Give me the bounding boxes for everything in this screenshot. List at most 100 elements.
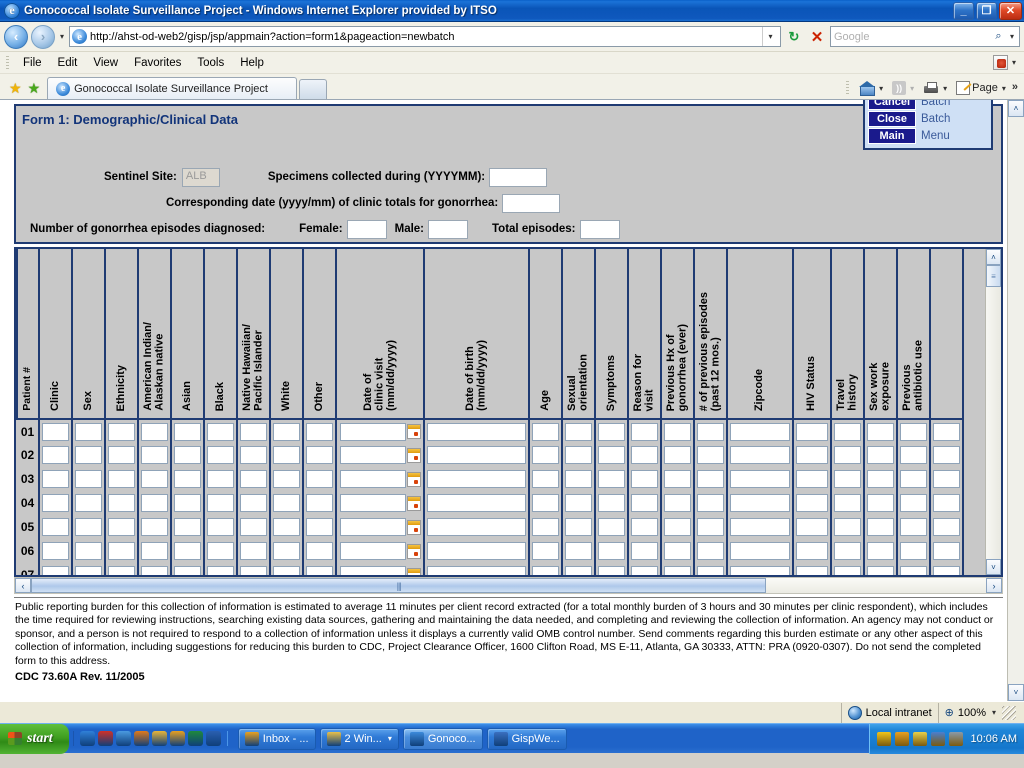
input-previous-hx-of-gonorrhea-ever-row-04[interactable] <box>664 494 691 512</box>
grid-vertical-scroll-thumb[interactable]: ≡ <box>986 265 1001 287</box>
input-asian-row-04[interactable] <box>174 494 201 512</box>
input-travel-history-row-06[interactable] <box>834 542 861 560</box>
security-zone-pane[interactable]: Local intranet <box>840 702 938 723</box>
input-other-row-07[interactable] <box>306 566 333 575</box>
input-white-row-01[interactable] <box>273 422 300 441</box>
input-ethnicity-row-03[interactable] <box>108 470 135 488</box>
input-other-row-03[interactable] <box>306 470 333 488</box>
input-hiv-status-row-03[interactable] <box>796 470 828 488</box>
add-to-favorites-icon[interactable]: ★ <box>27 80 41 96</box>
input-sex-row-01[interactable] <box>75 422 102 441</box>
input-sex-work-exposure-row-01[interactable] <box>867 422 894 441</box>
input-zipcode-row-06[interactable] <box>730 542 790 560</box>
input-hiv-status-row-06[interactable] <box>796 542 828 560</box>
input-extra-column-row-06[interactable] <box>933 542 960 560</box>
input-clinic-row-01[interactable] <box>42 422 69 441</box>
command-overflow-icon[interactable]: » <box>1011 81 1018 93</box>
menu-favorites[interactable]: Favorites <box>134 56 182 69</box>
menu-edit[interactable]: Edit <box>57 56 78 69</box>
taskbar-button-3[interactable]: GispWe... <box>486 727 567 750</box>
input-clinic-row-03[interactable] <box>42 470 69 488</box>
input-other-row-04[interactable] <box>306 494 333 512</box>
volume-icon[interactable] <box>948 731 963 746</box>
input-white-row-05[interactable] <box>273 518 300 536</box>
input-previous-hx-of-gonorrhea-ever-row-06[interactable] <box>664 542 691 560</box>
input-number-of-previous-episodes-row-06[interactable] <box>697 542 724 560</box>
input-black-row-06[interactable] <box>207 542 234 560</box>
command-bar-grip-icon[interactable] <box>846 81 850 95</box>
address-dropdown-icon[interactable]: ▾ <box>762 27 778 46</box>
input-date-of-clinic-visit-row-01[interactable] <box>339 422 406 441</box>
input-travel-history-row-03[interactable] <box>834 470 861 488</box>
input-asian-row-01[interactable] <box>174 422 201 441</box>
input-reason-for-visit-row-04[interactable] <box>631 494 658 512</box>
close-batch-button[interactable]: Close Batch <box>868 111 988 127</box>
page-scroll-up-button[interactable]: ˄ <box>1008 100 1024 117</box>
page-caret-icon[interactable]: ▾ <box>1001 83 1006 93</box>
input-symptoms-row-05[interactable] <box>598 518 625 536</box>
input-asian-row-03[interactable] <box>174 470 201 488</box>
forward-button[interactable]: › <box>31 24 55 49</box>
input-travel-history-row-02[interactable] <box>834 446 861 464</box>
specimens-collected-input[interactable] <box>489 167 548 187</box>
menu-file[interactable]: File <box>23 56 42 69</box>
input-previous-hx-of-gonorrhea-ever-row-05[interactable] <box>664 518 691 536</box>
input-zipcode-row-03[interactable] <box>730 470 790 488</box>
input-american-indian-alaskan-native-row-04[interactable] <box>141 494 168 512</box>
input-sex-row-06[interactable] <box>75 542 102 560</box>
input-sex-row-04[interactable] <box>75 494 102 512</box>
input-date-of-clinic-visit-row-07[interactable] <box>339 566 406 575</box>
input-date-of-clinic-visit-row-03[interactable] <box>339 470 406 488</box>
grid-horizontal-scroll-thumb[interactable]: ||| <box>31 578 767 593</box>
menu-help[interactable]: Help <box>240 56 264 69</box>
close-button[interactable]: ✕ <box>999 1 1022 20</box>
input-date-of-clinic-visit-row-04[interactable] <box>339 494 406 512</box>
clock-icon[interactable] <box>894 731 909 746</box>
address-input[interactable]: http://ahst-od-web2/gisp/jsp/appmain?act… <box>69 26 781 47</box>
menu-view[interactable]: View <box>93 56 119 69</box>
input-white-row-07[interactable] <box>273 566 300 575</box>
taskbar-button-0[interactable]: Inbox - ... <box>237 727 316 750</box>
input-reason-for-visit-row-05[interactable] <box>631 518 658 536</box>
input-clinic-row-07[interactable] <box>42 566 69 575</box>
mail-icon[interactable] <box>876 731 891 746</box>
input-symptoms-row-03[interactable] <box>598 470 625 488</box>
search-input[interactable]: Google ⌕ ▾ <box>830 26 1020 47</box>
calendar-picker-icon[interactable] <box>406 471 421 487</box>
input-american-indian-alaskan-native-row-02[interactable] <box>141 446 168 464</box>
input-date-of-birth-row-02[interactable] <box>427 446 526 464</box>
pdf-toolbar-caret-icon[interactable]: ▾ <box>1011 58 1016 67</box>
input-clinic-row-06[interactable] <box>42 542 69 560</box>
input-extra-column-row-07[interactable] <box>933 566 960 575</box>
print-button[interactable]: ▾ <box>920 81 952 96</box>
input-black-row-05[interactable] <box>207 518 234 536</box>
home-caret-icon[interactable]: ▾ <box>879 83 884 93</box>
input-previous-antibiotic-use-row-05[interactable] <box>900 518 927 536</box>
input-extra-column-row-04[interactable] <box>933 494 960 512</box>
input-black-row-04[interactable] <box>207 494 234 512</box>
page-button[interactable]: Page ▾ <box>953 80 1011 96</box>
input-extra-column-row-02[interactable] <box>933 446 960 464</box>
input-zipcode-row-07[interactable] <box>730 566 790 575</box>
input-symptoms-row-06[interactable] <box>598 542 625 560</box>
cancel-batch-button[interactable]: Cancel Batch <box>868 100 988 110</box>
calendar-picker-icon[interactable] <box>406 424 421 439</box>
zoom-caret-icon[interactable]: ▾ <box>991 708 996 717</box>
input-date-of-birth-row-07[interactable] <box>427 566 526 575</box>
input-reason-for-visit-row-07[interactable] <box>631 566 658 575</box>
input-white-row-06[interactable] <box>273 542 300 560</box>
calendar-picker-icon[interactable] <box>406 447 421 463</box>
input-sexual-orientation-row-02[interactable] <box>565 446 592 464</box>
input-number-of-previous-episodes-row-07[interactable] <box>697 566 724 575</box>
input-native-hawaiian-pacific-islander-row-01[interactable] <box>240 422 267 441</box>
input-reason-for-visit-row-01[interactable] <box>631 422 658 441</box>
input-white-row-02[interactable] <box>273 446 300 464</box>
input-hiv-status-row-04[interactable] <box>796 494 828 512</box>
input-zipcode-row-01[interactable] <box>730 422 790 441</box>
input-travel-history-row-01[interactable] <box>834 422 861 441</box>
input-age-row-07[interactable] <box>532 566 559 575</box>
minimize-button[interactable]: _ <box>953 1 974 20</box>
input-sexual-orientation-row-01[interactable] <box>565 422 592 441</box>
new-tab-button[interactable] <box>299 79 328 99</box>
refresh-icon[interactable]: ↻ <box>788 28 800 44</box>
